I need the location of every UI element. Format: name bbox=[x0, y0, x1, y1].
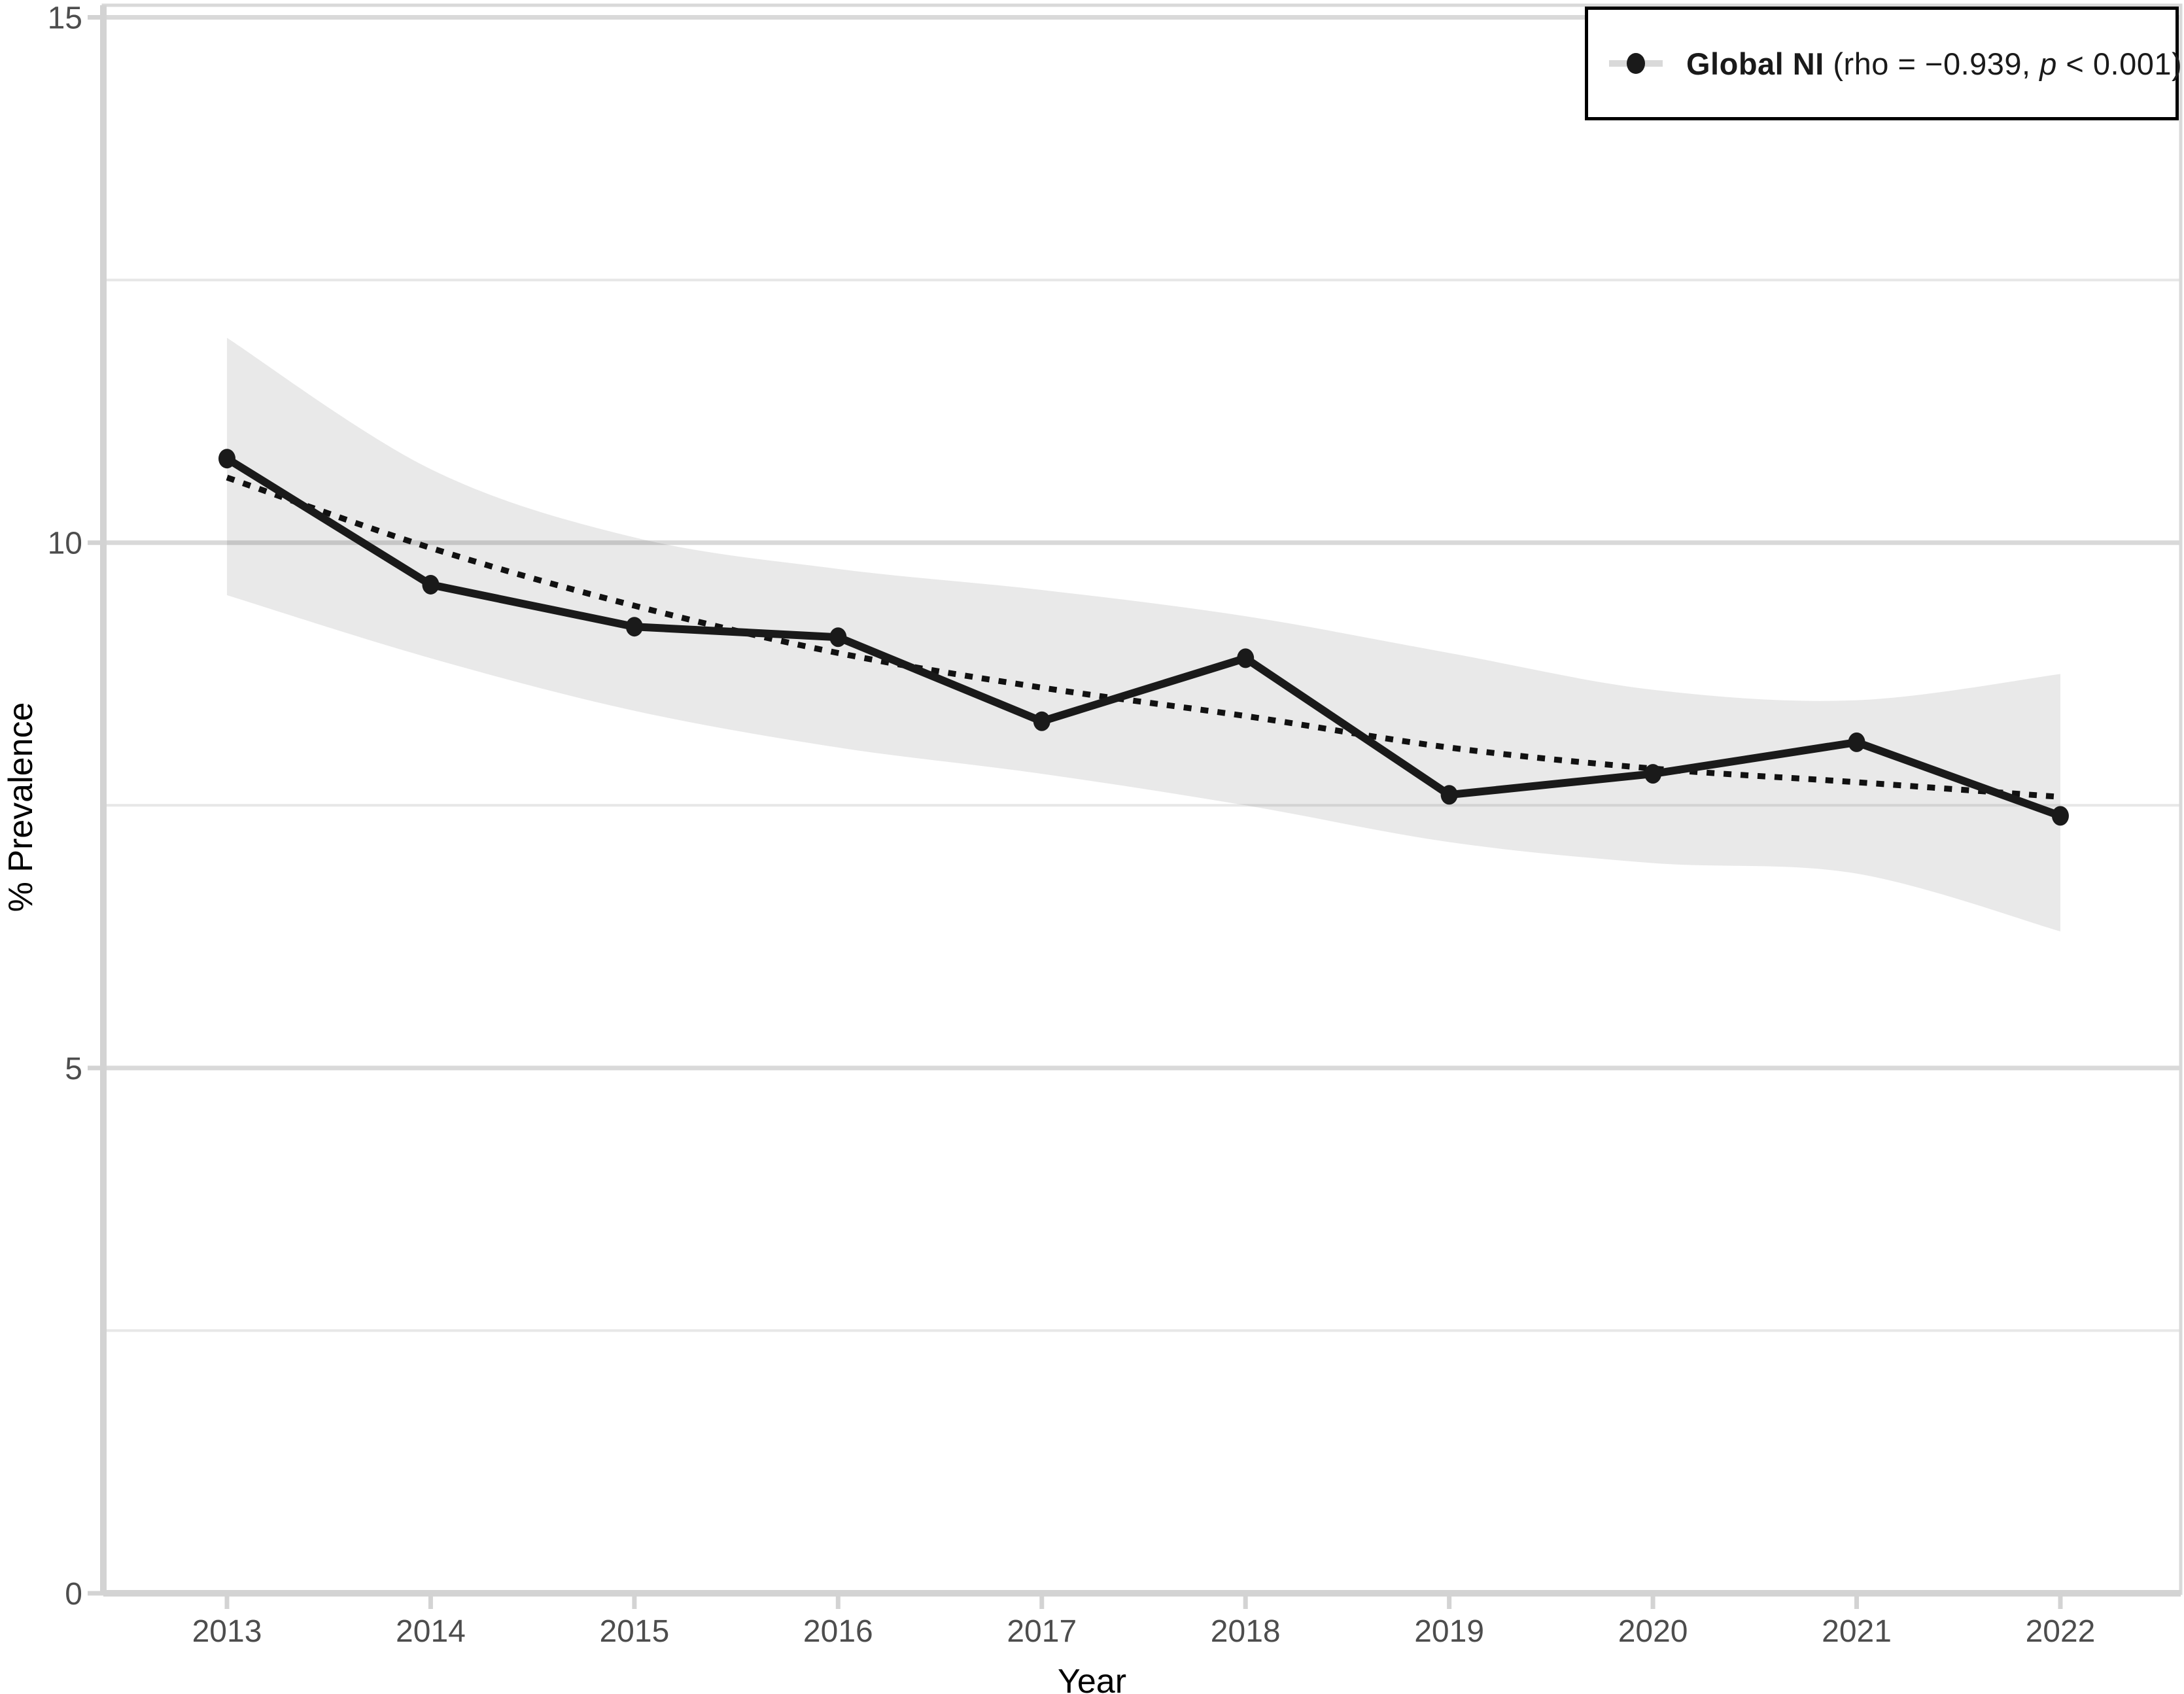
legend-point-icon bbox=[1627, 53, 1645, 74]
x-tick-label: 2022 bbox=[2026, 1614, 2096, 1649]
data-point bbox=[1644, 764, 1662, 784]
y-axis-title: % Prevalence bbox=[2, 702, 40, 912]
y-tick-label: 5 bbox=[65, 1052, 82, 1086]
x-tick-label: 2021 bbox=[1822, 1614, 1892, 1649]
legend-box: Global NI (rho = −0.939, p < 0.001) bbox=[1585, 7, 2182, 120]
data-point bbox=[218, 449, 235, 469]
legend-stats-suffix: < 0.001) bbox=[2056, 46, 2183, 81]
x-tick-label: 2017 bbox=[1007, 1614, 1077, 1649]
y-tick-label: 10 bbox=[48, 527, 82, 561]
x-tick-label: 2013 bbox=[192, 1614, 262, 1649]
data-point bbox=[829, 627, 847, 648]
x-tick-label: 2019 bbox=[1414, 1614, 1484, 1649]
data-point bbox=[625, 617, 643, 637]
x-tick-label: 2018 bbox=[1211, 1614, 1281, 1649]
trend-line-dotted bbox=[226, 474, 2061, 800]
x-tick-label: 2016 bbox=[803, 1614, 873, 1649]
y-tick-label: 15 bbox=[48, 1, 82, 36]
observed-line bbox=[224, 455, 2062, 820]
legend-label: Global NI (rho = −0.939, p < 0.001) bbox=[1686, 46, 2182, 82]
data-point bbox=[1440, 785, 1458, 805]
x-axis-title: Year bbox=[1057, 1663, 1127, 1694]
legend-p-symbol: p bbox=[2039, 46, 2057, 81]
data-point bbox=[1848, 732, 1865, 752]
x-tick-label: 2014 bbox=[396, 1614, 466, 1649]
data-point bbox=[2051, 806, 2069, 826]
data-point bbox=[422, 574, 440, 595]
legend-series-name: Global NI bbox=[1686, 46, 1824, 81]
data-point bbox=[1237, 648, 1255, 668]
y-tick-label: 0 bbox=[65, 1577, 82, 1612]
legend-stats-prefix: (rho = −0.939, bbox=[1824, 46, 2040, 81]
x-tick-label: 2020 bbox=[1618, 1614, 1688, 1649]
data-point bbox=[1033, 711, 1050, 731]
confidence-band bbox=[227, 337, 2060, 932]
x-tick-label: 2015 bbox=[599, 1614, 669, 1649]
legend-key bbox=[1588, 10, 1686, 117]
